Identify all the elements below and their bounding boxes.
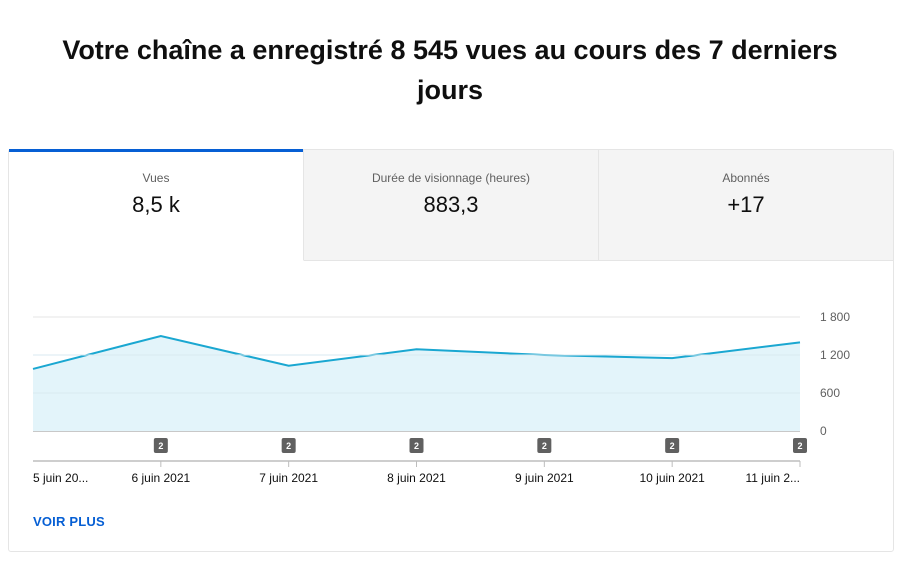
y-tick-label: 1 800 xyxy=(820,310,850,324)
tab-watch-time-value: 883,3 xyxy=(423,192,479,217)
tab-views-label: Vues xyxy=(142,171,170,185)
tab-subscribers-value: +17 xyxy=(727,192,765,217)
upload-marker-count: 2 xyxy=(414,441,419,451)
tab-subscribers[interactable]: Abonnés +17 xyxy=(599,150,893,261)
analytics-card: Vues 8,5 k Durée de visionnage (heures) … xyxy=(8,149,894,552)
tab-subscribers-label: Abonnés xyxy=(722,171,770,185)
x-tick-label: 10 juin 2021 xyxy=(639,471,705,485)
x-tick-label: 9 juin 2021 xyxy=(515,471,574,485)
upload-marker-count: 2 xyxy=(286,441,291,451)
views-area xyxy=(33,336,800,431)
upload-marker-count: 2 xyxy=(670,441,675,451)
x-tick-label: 5 juin 20... xyxy=(33,471,88,485)
tab-views[interactable]: Vues 8,5 k xyxy=(9,149,304,261)
views-line xyxy=(32,334,801,370)
y-tick-label: 1 200 xyxy=(820,348,850,362)
upload-marker-count: 2 xyxy=(542,441,547,451)
page-headline: Votre chaîne a enregistré 8 545 vues au … xyxy=(62,35,838,105)
see-more-link[interactable]: VOIR PLUS xyxy=(33,514,105,529)
metric-tabs: Vues 8,5 k Durée de visionnage (heures) … xyxy=(9,149,893,261)
upload-marker-count: 2 xyxy=(158,441,163,451)
upload-marker xyxy=(793,438,807,453)
tab-watch-time-label: Durée de visionnage (heures) xyxy=(371,171,531,185)
upload-marker xyxy=(153,438,168,453)
views-chart: 1 800 1 200 600 0 2 2 2 2 2 2 5 juin 20... 6 juin 2… xyxy=(32,310,850,485)
tab-watch-time[interactable]: Durée de visionnage (heures) 883,3 xyxy=(304,150,599,261)
y-tick-label: 0 xyxy=(820,424,827,438)
x-tick-label: 7 juin 2021 xyxy=(259,471,318,485)
x-tick-label: 8 juin 2021 xyxy=(387,471,446,485)
upload-marker xyxy=(281,438,296,453)
upload-marker xyxy=(409,438,424,453)
y-tick-label: 600 xyxy=(820,386,840,400)
x-tick-label: 6 juin 2021 xyxy=(131,471,190,485)
upload-marker xyxy=(537,438,552,453)
tab-views-value: 8,5 k xyxy=(132,192,180,217)
upload-marker xyxy=(665,438,680,453)
x-tick-label: 11 juin 2... xyxy=(746,471,800,485)
upload-marker-count: 2 xyxy=(797,441,802,451)
